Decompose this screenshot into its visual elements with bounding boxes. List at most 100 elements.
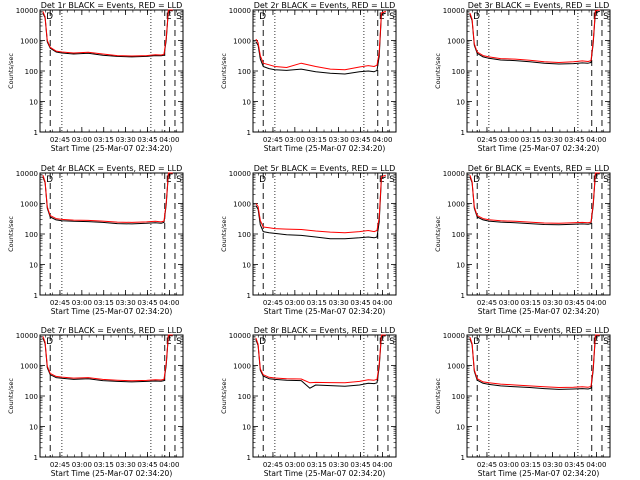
x-tick-label: 03:15 [521,461,541,469]
x-tick-label: 02:45 [50,136,70,144]
series-line-events [255,12,386,75]
series-line-events [42,335,173,383]
x-tick-label: 04:00 [159,299,179,307]
x-tick-label: 02:45 [50,299,70,307]
segment-letter-s: S [603,12,609,22]
segment-letter-s: S [176,175,182,185]
plot-frame [39,172,184,296]
x-axis-label: Start Time (25-Mar-07 02:34:20) [478,144,600,153]
x-tick-label: 03:45 [564,136,584,144]
x-tick-label: 03:00 [72,461,92,469]
series-line-lld [469,9,600,63]
x-tick-label: 03:15 [94,299,114,307]
x-tick-label: 03:45 [137,461,157,469]
panel-title: Det 9r BLACK = Events, RED = LLD [468,326,610,335]
segment-letter-d: D [46,337,53,347]
x-axis-label: Start Time (25-Mar-07 02:34:20) [264,307,386,316]
segment-letter-d: D [473,12,480,22]
plot-frame [252,334,397,458]
series-line-events [42,173,173,225]
x-tick-label: 03:00 [499,461,519,469]
y-tick-label: 10000 [16,332,38,340]
y-tick-label: 100 [25,231,38,239]
y-axis-label: Counts/sec [434,53,442,89]
segment-letter-d: D [259,12,266,22]
panel-title: Det 4r BLACK = Events, RED = LLD [41,164,183,173]
panel-title: Det 3r BLACK = Events, RED = LLD [468,1,610,10]
segment-letter-s: S [176,337,182,347]
series-line-events [255,335,386,389]
panel-det-7: Det 7r BLACK = Events, RED = LLD 1 10 100 10… [7,326,184,478]
series-line-lld [42,9,173,57]
x-tick-label: 04:00 [372,299,392,307]
x-tick-label: 03:15 [307,136,327,144]
y-tick-label: 10000 [443,332,465,340]
y-tick-label: 100 [452,231,465,239]
x-axis-label: Start Time (25-Mar-07 02:34:20) [264,469,386,478]
series-line-lld [42,334,173,382]
x-tick-label: 03:30 [543,299,563,307]
x-tick-label: 03:30 [116,299,136,307]
y-tick-label: 1000 [233,363,251,371]
x-axis-label: Start Time (25-Mar-07 02:34:20) [478,469,600,478]
x-tick-label: 03:15 [94,461,114,469]
segment-letter-e: E [379,175,385,185]
y-tick-label: 10 [242,99,251,107]
segment-letter-d: D [259,337,266,347]
series-line-lld [255,10,386,71]
plot-frame [466,334,611,458]
x-tick-label: 02:45 [50,461,70,469]
x-tick-label: 03:30 [116,136,136,144]
y-tick-label: 10000 [16,7,38,15]
y-tick-label: 10000 [443,170,465,178]
segment-letter-s: S [603,337,609,347]
segment-letter-s: S [389,12,395,22]
y-tick-label: 1000 [20,363,38,371]
y-tick-label: 100 [452,68,465,76]
y-tick-label: 10 [29,424,38,432]
segment-letter-s: S [176,12,182,22]
x-tick-label: 02:45 [263,461,283,469]
segment-letter-e: E [593,175,599,185]
y-tick-label: 1000 [233,201,251,209]
series-line-lld [469,172,600,224]
series-line-lld [469,334,600,388]
x-tick-label: 03:45 [137,299,157,307]
y-tick-label: 100 [238,68,251,76]
x-tick-label: 03:00 [72,136,92,144]
y-tick-label: 100 [25,68,38,76]
series-line-events [469,335,600,390]
x-tick-label: 03:30 [329,136,349,144]
panel-title: Det 7r BLACK = Events, RED = LLD [41,326,183,335]
series-line-events [469,173,600,226]
series-line-events [469,10,600,65]
segment-letter-e: E [593,337,599,347]
x-axis-label: Start Time (25-Mar-07 02:34:20) [51,469,173,478]
y-axis-label: Counts/sec [7,216,15,252]
panel-det-8: Det 8r BLACK = Events, RED = LLD 1 10 100 10… [220,326,397,478]
panel-det-2: Det 2r BLACK = Events, RED = LLD 1 10 100 10… [220,1,397,153]
x-tick-label: 03:15 [521,299,541,307]
panel-det-5: Det 5r BLACK = Events, RED = LLD 1 10 100 10… [220,164,397,316]
segment-letter-d: D [46,12,53,22]
x-tick-label: 03:15 [94,136,114,144]
x-tick-label: 03:30 [329,461,349,469]
segment-letter-e: E [379,337,385,347]
segment-letter-d: D [473,175,480,185]
segment-letter-s: S [389,337,395,347]
x-tick-label: 03:30 [543,461,563,469]
y-tick-label: 1 [461,454,465,462]
x-tick-label: 03:15 [307,461,327,469]
y-tick-label: 1 [247,454,251,462]
segment-letter-d: D [259,175,266,185]
y-tick-label: 10 [242,424,251,432]
y-tick-label: 10 [456,262,465,270]
segment-letter-d: D [46,175,53,185]
y-axis-label: Counts/sec [7,53,15,89]
x-tick-label: 03:15 [307,299,327,307]
x-tick-label: 03:45 [350,136,370,144]
panel-det-6: Det 6r BLACK = Events, RED = LLD 1 10 100 10… [434,164,611,316]
x-tick-label: 02:45 [477,136,497,144]
x-tick-label: 03:45 [564,461,584,469]
